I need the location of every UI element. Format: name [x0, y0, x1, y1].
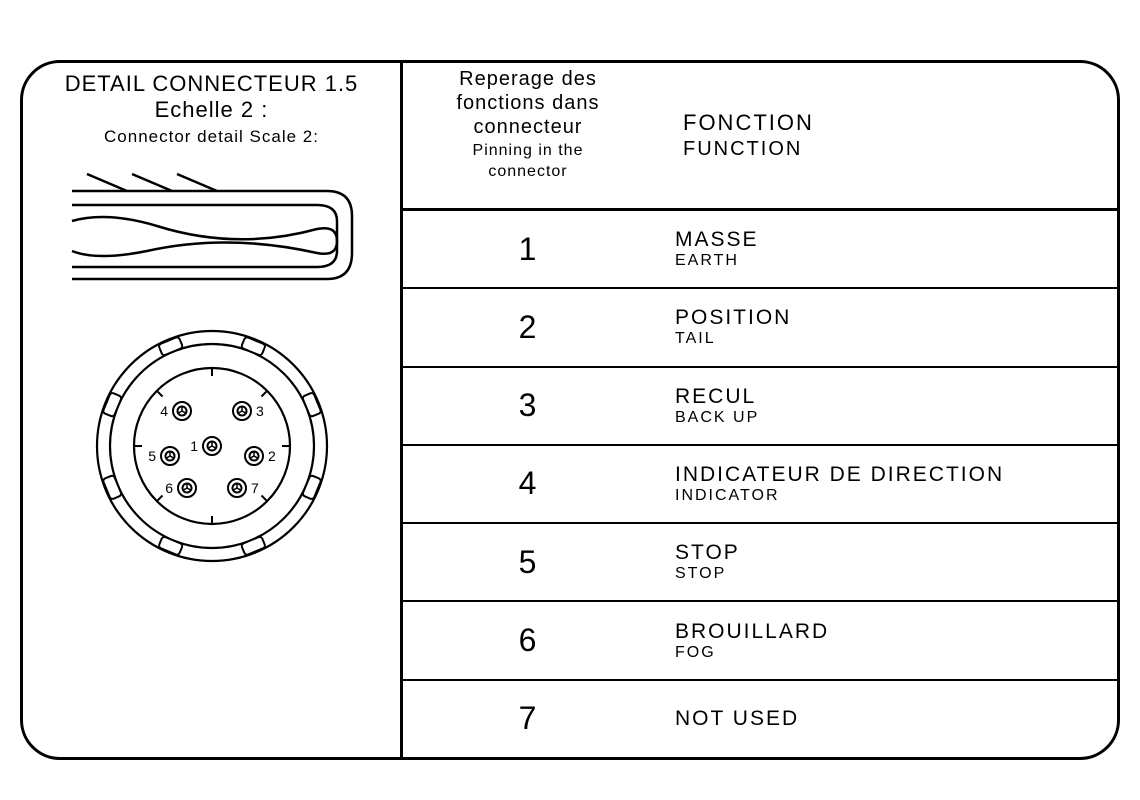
pin-function-en: EARTH: [675, 252, 1117, 270]
right-panel: Reperage des fonctions dans connecteur P…: [403, 63, 1117, 757]
pin-function-fr: MASSE: [675, 228, 1117, 252]
svg-text:3: 3: [256, 403, 264, 419]
svg-text:5: 5: [148, 448, 156, 464]
hdr-fr-3: connecteur: [411, 115, 645, 139]
connector-face-icon: 1 2 3 4 56 7: [82, 316, 342, 576]
hdr-function-en: FUNCTION: [683, 138, 1117, 161]
pin-number: 4: [403, 446, 653, 522]
pin-number: 3: [403, 368, 653, 444]
svg-text:1: 1: [190, 438, 198, 454]
pin-function: POSITIONTAIL: [653, 289, 1117, 365]
title-line1: DETAIL CONNECTEUR 1.5: [29, 71, 394, 97]
pin-number: 1: [403, 211, 653, 287]
hdr-fr-2: fonctions dans: [411, 91, 645, 115]
table-row: 1MASSEEARTH: [403, 211, 1117, 289]
pin-function: INDICATEUR DE DIRECTIONINDICATOR: [653, 446, 1117, 522]
pin-number: 7: [403, 681, 653, 757]
header-pinning-col: Reperage des fonctions dans connecteur P…: [403, 63, 653, 208]
title-line2: Echelle 2 :: [29, 97, 394, 123]
pin-function-en: STOP: [675, 565, 1117, 583]
pin-number: 5: [403, 524, 653, 600]
right-header: Reperage des fonctions dans connecteur P…: [403, 63, 1117, 211]
diagram-area: 1 2 3 4 56 7: [23, 161, 400, 757]
pin-function-en: FOG: [675, 644, 1117, 662]
table-row: 4INDICATEUR DE DIRECTIONINDICATOR: [403, 446, 1117, 524]
diagram-frame: DETAIL CONNECTEUR 1.5 Echelle 2 : Connec…: [20, 60, 1120, 760]
svg-text:2: 2: [268, 448, 276, 464]
pin-function: MASSEEARTH: [653, 211, 1117, 287]
table-row: 5STOPSTOP: [403, 524, 1117, 602]
pin-function-fr: BROUILLARD: [675, 620, 1117, 644]
header-function-col: FONCTION FUNCTION: [653, 63, 1117, 208]
svg-text:7: 7: [251, 480, 259, 496]
left-header: DETAIL CONNECTEUR 1.5 Echelle 2 : Connec…: [23, 63, 400, 161]
pin-function-fr: NOT USED: [675, 707, 1117, 731]
pin-function-fr: INDICATEUR DE DIRECTION: [675, 463, 1117, 487]
hdr-en-1: Pinning in the: [411, 141, 645, 160]
pin-function-en: BACK UP: [675, 409, 1117, 427]
pin-function-en: INDICATOR: [675, 487, 1117, 505]
cable-section-icon: [67, 171, 357, 286]
svg-text:6: 6: [165, 480, 173, 496]
pin-number: 2: [403, 289, 653, 365]
pin-function-fr: POSITION: [675, 306, 1117, 330]
pin-function-en: TAIL: [675, 330, 1117, 348]
table-row: 3RECULBACK UP: [403, 368, 1117, 446]
pin-function: NOT USED: [653, 681, 1117, 757]
pin-function: BROUILLARDFOG: [653, 602, 1117, 678]
pin-number: 6: [403, 602, 653, 678]
table-row: 2POSITIONTAIL: [403, 289, 1117, 367]
hdr-function-fr: FONCTION: [683, 110, 1117, 136]
hdr-fr-1: Reperage des: [411, 67, 645, 91]
hdr-en-2: connector: [411, 162, 645, 181]
pin-table: 1MASSEEARTH2POSITIONTAIL3RECULBACK UP4IN…: [403, 211, 1117, 757]
pin-function-fr: RECUL: [675, 385, 1117, 409]
svg-text:4: 4: [160, 403, 168, 419]
left-panel: DETAIL CONNECTEUR 1.5 Echelle 2 : Connec…: [23, 63, 403, 757]
table-row: 6BROUILLARDFOG: [403, 602, 1117, 680]
table-row: 7 NOT USED: [403, 681, 1117, 757]
title-subtitle: Connector detail Scale 2:: [29, 127, 394, 147]
pin-function-fr: STOP: [675, 541, 1117, 565]
pin-function: RECULBACK UP: [653, 368, 1117, 444]
pin-function: STOPSTOP: [653, 524, 1117, 600]
